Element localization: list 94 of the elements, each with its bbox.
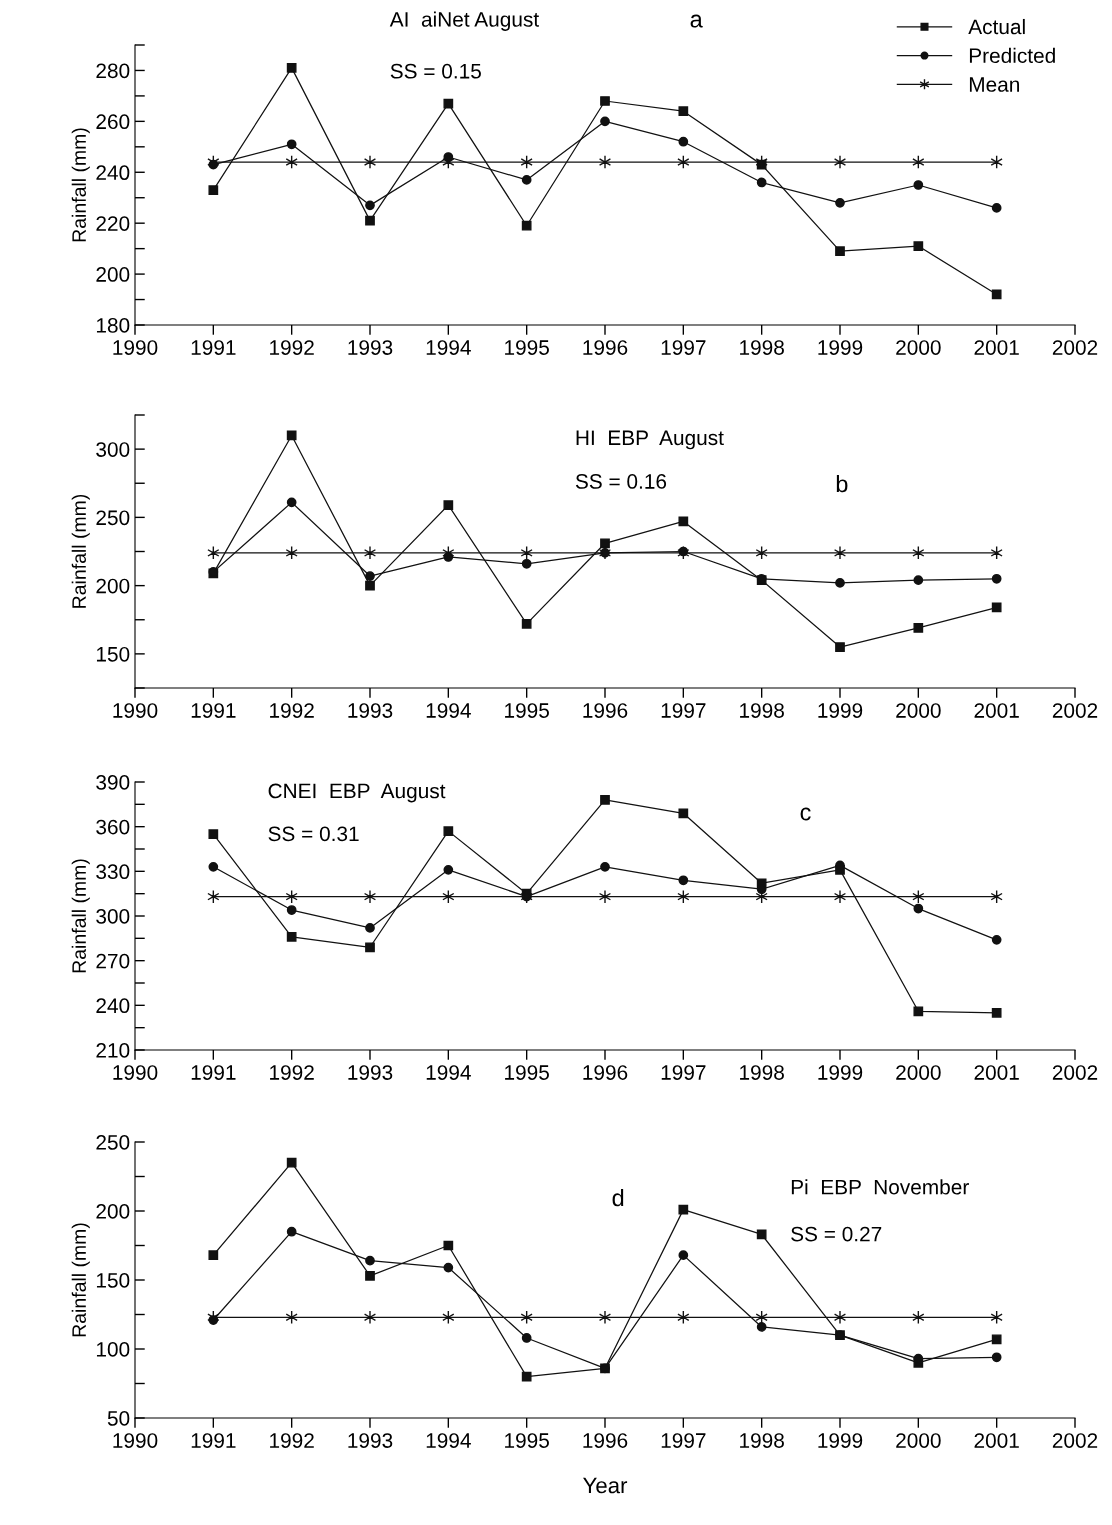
x-tick-label: 2002 xyxy=(1052,1433,1098,1448)
y-tick-label: 220 xyxy=(96,216,130,231)
x-tick-label: 1992 xyxy=(270,1065,314,1080)
y-tick-label: 200 xyxy=(96,267,130,282)
y-axis-title: Rainfall (mm) xyxy=(71,128,90,242)
y-tick-label: 50 xyxy=(107,1411,130,1426)
x-tick-label: 2001 xyxy=(974,340,1019,355)
x-tick-label: 2001 xyxy=(974,1065,1019,1080)
text: SS = 0.15 xyxy=(390,63,481,79)
text: SS = 0.27 xyxy=(791,1226,882,1242)
x-tick-label: 1998 xyxy=(740,340,784,355)
x-tick-label: 1992 xyxy=(270,703,314,718)
y-tick-label: 270 xyxy=(96,953,130,969)
x-axis-title: Year xyxy=(583,1477,628,1494)
x-tick-label: 1998 xyxy=(740,1433,784,1448)
x-tick-label: 2001 xyxy=(974,703,1019,718)
y-tick-label: 240 xyxy=(96,998,130,1014)
text: Pi EBP November xyxy=(791,1179,969,1195)
x-tick-label: 1995 xyxy=(505,1433,549,1448)
x-tick-label: 1994 xyxy=(426,1065,471,1080)
y-axis-title: Rainfall (mm) xyxy=(71,1223,90,1337)
x-tick-label: 1993 xyxy=(348,703,393,718)
x-tick-label: 1991 xyxy=(191,703,236,718)
x-tick-label: 1996 xyxy=(583,1065,628,1080)
y-tick-label: 150 xyxy=(96,1273,130,1288)
x-tick-label: 1997 xyxy=(661,1433,706,1448)
annotation: c xyxy=(800,807,811,821)
chart-title: CNEI EBP August xyxy=(268,783,446,803)
y-tick-label: 250 xyxy=(96,510,130,526)
x-tick-label: 1990 xyxy=(113,1433,158,1448)
annotation: b xyxy=(836,474,848,493)
x-tick-label: 1992 xyxy=(270,340,314,355)
y-tick-label: 200 xyxy=(96,1204,130,1219)
y-axis-title: Rainfall (mm) xyxy=(71,859,90,973)
x-tick-label: 1996 xyxy=(583,1433,628,1448)
x-tick-label: 2002 xyxy=(1052,1065,1098,1080)
x-tick-label: 1998 xyxy=(740,703,784,718)
x-tick-label: 1997 xyxy=(661,340,706,355)
x-tick-label: 2000 xyxy=(896,340,941,355)
y-tick-label: 200 xyxy=(96,578,130,594)
x-tick-label: 1990 xyxy=(113,1065,158,1080)
x-tick-label: 1995 xyxy=(505,703,549,718)
x-tick-label: 1994 xyxy=(426,1433,471,1448)
x-tick-label: 2002 xyxy=(1052,340,1098,355)
legend-label: Mean xyxy=(969,77,1019,92)
y-axis-title: Rainfall (mm) xyxy=(71,494,90,608)
x-tick-label: 2002 xyxy=(1052,703,1098,718)
x-tick-label: 1993 xyxy=(348,340,393,355)
chart-title: AI aiNet August xyxy=(389,11,539,31)
x-tick-label: 1997 xyxy=(661,1065,706,1080)
text: HI EBP August xyxy=(576,430,724,450)
x-tick-label: 1995 xyxy=(505,1065,549,1080)
x-tick-label: 1994 xyxy=(426,703,471,718)
x-tick-label: 1995 xyxy=(505,340,549,355)
x-tick-label: 2000 xyxy=(896,703,941,718)
y-tick-label: 280 xyxy=(96,63,130,79)
text: SS = 0.31 xyxy=(268,826,359,842)
y-tick-label: 330 xyxy=(96,864,130,880)
text: SS = 0.16 xyxy=(575,474,667,489)
legend-label: Predicted xyxy=(969,47,1055,64)
y-tick-label: 300 xyxy=(96,442,130,457)
x-tick-label: 2000 xyxy=(896,1433,941,1448)
x-tick-label: 1993 xyxy=(348,1065,393,1080)
y-tick-label: 360 xyxy=(96,819,130,835)
legend-label: Actual xyxy=(968,18,1025,35)
x-tick-label: 1999 xyxy=(818,340,863,355)
y-tick-label: 100 xyxy=(96,1342,130,1357)
x-tick-label: 1991 xyxy=(191,1433,236,1448)
y-tick-label: 240 xyxy=(96,165,130,181)
y-tick-label: 260 xyxy=(96,114,130,130)
x-tick-label: 2000 xyxy=(896,1065,941,1080)
x-tick-label: 1993 xyxy=(348,1433,393,1448)
x-tick-label: 1990 xyxy=(113,703,158,718)
x-tick-label: 1996 xyxy=(583,340,628,355)
y-tick-label: 250 xyxy=(96,1135,130,1150)
y-tick-label: 150 xyxy=(96,646,130,662)
text: a xyxy=(690,14,703,28)
x-tick-label: 1998 xyxy=(740,1065,784,1080)
x-tick-label: 1994 xyxy=(426,340,471,355)
x-tick-label: 1992 xyxy=(270,1433,314,1448)
x-tick-label: 1991 xyxy=(191,1065,236,1080)
x-tick-label: 1999 xyxy=(818,703,863,718)
y-tick-label: 390 xyxy=(96,775,130,790)
x-tick-label: 1991 xyxy=(191,340,236,355)
y-tick-label: 300 xyxy=(96,909,130,924)
y-tick-label: 180 xyxy=(96,318,130,333)
annotation: d xyxy=(612,1188,624,1207)
x-tick-label: 1999 xyxy=(818,1065,863,1080)
x-tick-label: 1990 xyxy=(113,340,158,355)
x-tick-label: 1999 xyxy=(818,1433,863,1448)
x-tick-label: 1997 xyxy=(661,703,706,718)
y-tick-label: 210 xyxy=(96,1043,130,1058)
x-tick-label: 2001 xyxy=(974,1433,1019,1448)
x-tick-label: 1996 xyxy=(583,703,628,718)
